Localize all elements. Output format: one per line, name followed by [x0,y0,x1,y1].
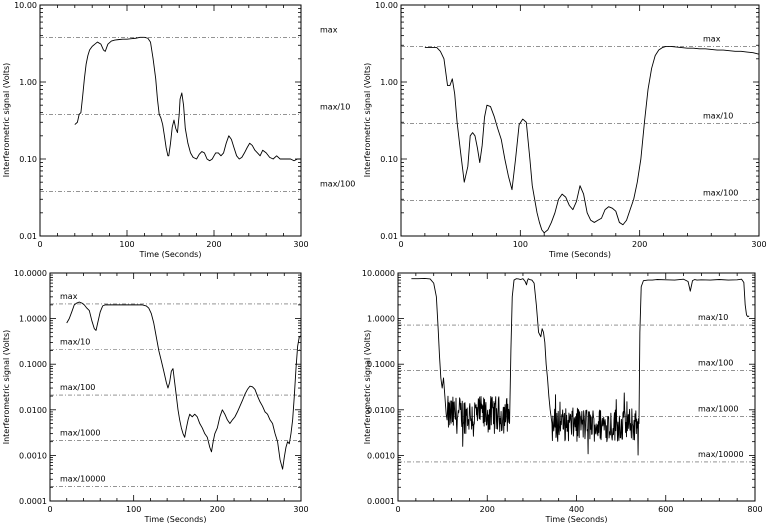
reference-line-label: max/1000 [698,404,738,413]
y-tick-label: 0.1000 [19,360,47,369]
y-tick-label: 1.0000 [19,315,47,324]
x-tick-label: 0 [398,240,403,249]
x-tick-label: 100 [513,240,528,249]
y-tick-label: 0.0010 [367,451,395,460]
y-tick-label: 0.01 [19,232,37,241]
reference-line-label: max/10 [60,338,90,347]
x-tick-label: 300 [293,505,308,514]
x-tick-label: 200 [210,505,225,514]
chart-panel-1: 0.01 0.10 1.00 10.00 0 100 200 300 Time (Seconds… [2,1,355,259]
reference-line-label: max/10 [698,313,728,322]
plot-frame [400,4,760,237]
y-tick-label: 0.0001 [367,497,395,506]
y-tick-label: 0.01 [380,232,398,241]
x-tick-label: 300 [293,240,308,249]
x-axis-label: Time (Seconds) [144,515,207,523]
y-tick-label: 0.0010 [19,451,47,460]
x-tick-label: 300 [751,240,766,249]
reference-line-label: max/10000 [60,474,106,483]
y-tick-label: 0.1000 [367,360,395,369]
plot-frame [49,272,302,502]
x-tick-label: 0 [395,505,400,514]
y-axis-label: Interferometric signal (Volts) [363,63,372,178]
series-line [74,36,301,162]
y-tick-label: 10.0000 [362,269,395,278]
series-line [424,45,760,234]
x-tick-label: 0 [37,240,42,249]
reference-line-label: max [320,25,338,34]
reference-line-label: max/1000 [60,429,100,438]
x-axis-label: Time (Seconds) [545,515,608,523]
x-tick-label: 200 [480,505,495,514]
y-tick-label: 0.0100 [19,406,47,415]
y-tick-label: 10.0000 [14,269,47,278]
x-tick-label: 200 [632,240,647,249]
reference-line-label: max/100 [698,359,733,368]
plot-frame [39,4,302,237]
x-tick-label: 600 [658,505,673,514]
y-axis-label: Interferometric signal (Volts) [2,330,11,445]
series-line [411,277,750,456]
y-axis-label: Interferometric signal (Volts) [363,330,372,445]
x-axis-label: Time (Seconds) [548,250,611,259]
y-tick-label: 1.0000 [367,315,395,324]
reference-line-label: max [703,34,721,43]
chart-panel-4: 0.0001 0.0010 0.0100 0.1000 1.0000 10.0000 0 20… [362,269,763,523]
chart-panel-2: 0.01 0.10 1.00 10.00 0 100 200 300 Time (Seconds… [363,1,767,259]
y-tick-label: 10.00 [375,1,398,10]
reference-line-label: max/10000 [698,450,744,459]
reference-line-label: max [60,292,78,301]
x-tick-label: 0 [47,505,52,514]
reference-line-label: max/100 [320,179,355,188]
x-tick-label: 800 [747,505,762,514]
reference-line-label: max/100 [703,188,738,197]
y-tick-label: 0.0001 [19,497,47,506]
y-axis-label: Interferometric signal (Volts) [2,63,11,178]
chart-panel-3: 0.0001 0.0010 0.0100 0.1000 1.0000 10.0000 0 10… [2,269,309,523]
y-tick-label: 0.10 [380,155,398,164]
y-tick-label: 1.00 [380,78,398,87]
x-tick-label: 200 [206,240,221,249]
x-tick-label: 100 [119,240,134,249]
x-axis-label: Time (Seconds) [139,250,202,259]
y-tick-label: 10.00 [14,1,37,10]
plot-frame [397,272,756,502]
series-line [66,301,302,470]
y-tick-label: 1.00 [19,78,37,87]
reference-line-label: max/10 [320,102,350,111]
reference-line-label: max/100 [60,383,95,392]
y-tick-label: 0.10 [19,155,37,164]
reference-line-label: max/10 [703,111,733,120]
x-tick-label: 100 [126,505,141,514]
x-tick-label: 400 [569,505,584,514]
y-tick-label: 0.0100 [367,406,395,415]
